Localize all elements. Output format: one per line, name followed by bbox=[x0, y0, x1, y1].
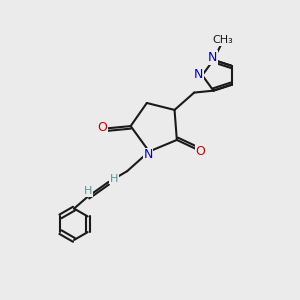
Text: N: N bbox=[194, 68, 203, 81]
Text: O: O bbox=[196, 145, 206, 158]
Text: N: N bbox=[143, 148, 153, 161]
Text: O: O bbox=[97, 121, 107, 134]
Text: H: H bbox=[110, 173, 118, 184]
Text: H: H bbox=[84, 187, 92, 196]
Text: CH₃: CH₃ bbox=[212, 35, 233, 45]
Text: N: N bbox=[208, 51, 217, 64]
